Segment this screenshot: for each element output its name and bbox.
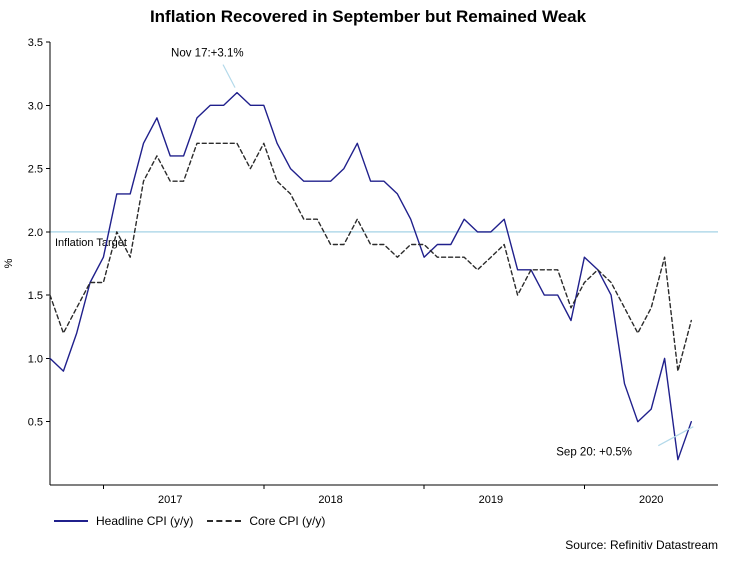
- x-tick-label: 2019: [479, 494, 503, 506]
- y-tick-label: 2.0: [28, 227, 43, 239]
- y-tick-label: 1.0: [28, 353, 43, 365]
- core-line-swatch: [207, 520, 242, 522]
- source-text: Source: Refinitiv Datastream: [565, 538, 718, 552]
- annotation-leader-line: [222, 64, 236, 88]
- chart-legend: Headline CPI (y/y) Core CPI (y/y): [54, 514, 325, 528]
- annotation-text: Nov 17:+3.1%: [171, 48, 244, 60]
- core-cpi-line: [49, 142, 692, 372]
- chart-title: Inflation Recovered in September but Rem…: [149, 7, 587, 26]
- legend-item-headline: Headline CPI (y/y): [54, 514, 193, 528]
- legend-label-headline: Headline CPI (y/y): [96, 514, 194, 528]
- x-tick-label: 2018: [318, 494, 342, 506]
- y-tick-label: 1.5: [28, 290, 43, 302]
- y-tick-label: 0.5: [28, 417, 43, 429]
- headline-cpi-line: [49, 91, 692, 461]
- y-tick-label: 3.0: [28, 100, 43, 112]
- legend-item-core: Core CPI (y/y): [207, 514, 325, 528]
- y-tick-label: 3.5: [28, 37, 43, 49]
- y-tick-label: 2.5: [28, 164, 43, 176]
- legend-label-core: Core CPI (y/y): [249, 514, 326, 528]
- annotation-text: Sep 20: +0.5%: [556, 447, 632, 459]
- x-tick-label: 2020: [639, 494, 663, 506]
- y-axis-title: %: [3, 258, 15, 268]
- inflation-target-label: Inflation Target: [55, 237, 127, 249]
- x-tick-label: 2017: [158, 494, 182, 506]
- annotation-leader-line: [657, 426, 694, 447]
- headline-line-swatch: [54, 520, 88, 522]
